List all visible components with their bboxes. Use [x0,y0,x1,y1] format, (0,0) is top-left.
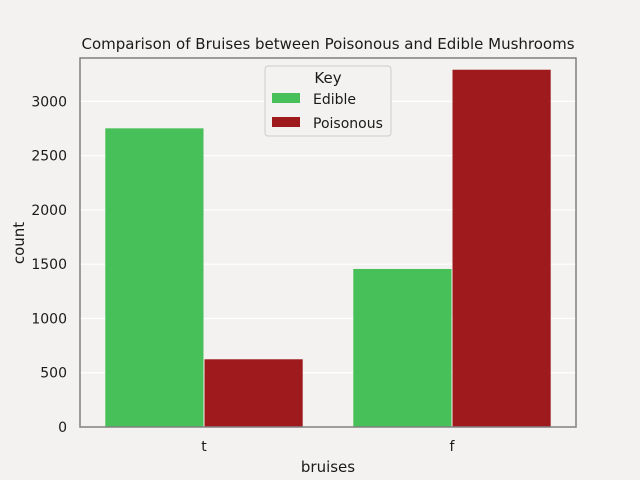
bars [105,69,551,427]
x-tick-label: f [450,439,456,455]
y-tick-label: 2000 [31,203,67,219]
y-tick-label: 1000 [31,311,67,327]
legend-title: Key [314,69,341,87]
y-tick-label: 0 [58,420,67,436]
plot-frame [79,57,577,428]
legend-label-poisonous: Poisonous [313,116,383,132]
y-tick-label: 2500 [31,149,67,165]
y-axis-label: count [10,222,28,264]
y-tick-label: 3000 [31,94,67,110]
y-axis-ticks: 0 500 1000 1500 2000 2500 3000 [31,94,67,436]
x-axis-label: bruises [301,458,355,476]
bar-edible-t [105,128,204,427]
legend: Key Edible Poisonous [264,65,392,137]
y-tick-label: 500 [40,366,67,382]
bar-poisonous-t [204,359,303,427]
bar-poisonous-f [452,69,551,427]
chart-title: Comparison of Bruises between Poisonous … [81,35,574,53]
bar-edible-f [353,268,452,427]
legend-swatch-poisonous [272,117,300,127]
legend-swatch-edible [272,93,300,103]
y-tick-label: 1500 [31,257,67,273]
legend-label-edible: Edible [313,92,356,108]
x-tick-label: t [201,439,207,455]
